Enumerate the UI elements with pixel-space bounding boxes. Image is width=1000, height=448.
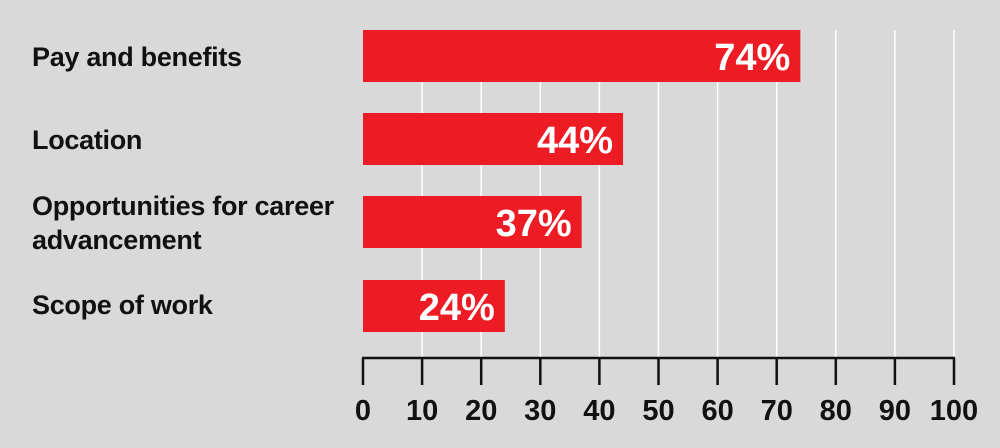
x-tick-label: 10	[406, 395, 438, 427]
category-label-line: Pay and benefits	[32, 42, 242, 72]
bar-value-label: 37%	[496, 203, 572, 245]
category-label-pay-and-benefits: Pay and benefits	[32, 40, 352, 74]
bar	[363, 113, 624, 165]
category-label-line: Scope of work	[32, 290, 213, 320]
x-tick-label: 100	[930, 395, 978, 427]
x-tick-label: 30	[524, 395, 556, 427]
bar-value-label: 74%	[714, 37, 790, 79]
category-label-location: Location	[32, 123, 352, 157]
x-tick-label: 20	[465, 395, 497, 427]
x-tick-label: 60	[701, 395, 733, 427]
bar	[363, 280, 505, 332]
bar-value-label: 24%	[419, 287, 495, 329]
category-label-line: advancement	[32, 225, 202, 255]
category-label-career-advancement: Opportunities for career advancement	[32, 189, 352, 257]
bar-value-label: 44%	[537, 120, 613, 162]
category-label-scope-of-work: Scope of work	[32, 288, 352, 322]
x-tick-label: 90	[879, 395, 911, 427]
category-label-line: Location	[32, 125, 143, 155]
x-tick-label: 40	[583, 395, 615, 427]
bar	[363, 30, 801, 82]
category-label-line: Opportunities for career	[32, 191, 334, 221]
x-tick-label: 80	[820, 395, 852, 427]
bar	[363, 196, 582, 248]
x-tick-label: 0	[355, 395, 371, 427]
x-tick-label: 70	[761, 395, 793, 427]
x-tick-label: 50	[642, 395, 674, 427]
